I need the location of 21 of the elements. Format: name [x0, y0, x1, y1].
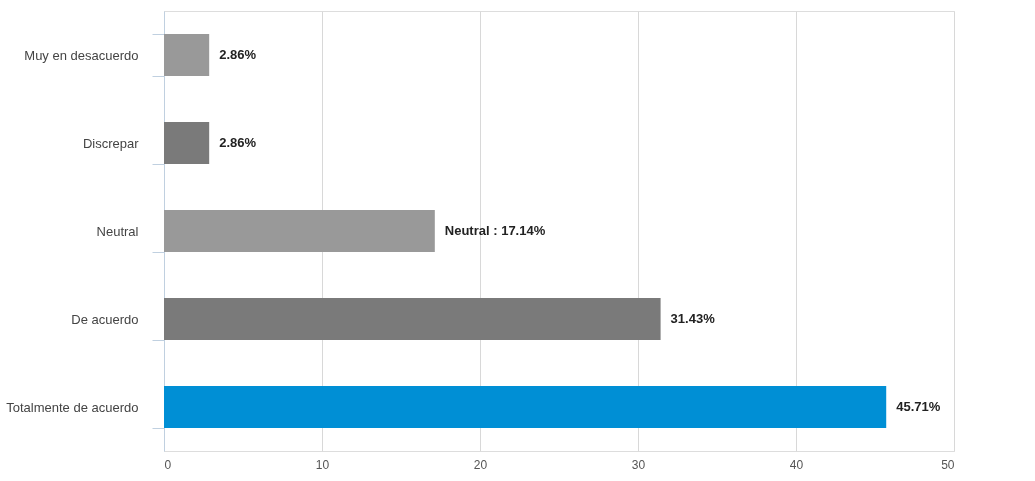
- y-tick-label: Muy en desacuerdo: [24, 47, 139, 63]
- data-label: 45.71%: [896, 399, 941, 414]
- x-tick-label: 50: [941, 457, 955, 472]
- data-label: 2.86%: [219, 47, 257, 62]
- y-tick-label: Totalmente de acuerdo: [6, 399, 139, 415]
- x-tick-label: 40: [789, 457, 804, 472]
- y-tick-label: Discrepar: [82, 135, 140, 151]
- x-tick-label: 30: [631, 457, 646, 472]
- bar: [164, 33, 210, 77]
- bar: [164, 121, 210, 165]
- data-label: Neutral : 17.14%: [444, 223, 546, 238]
- y-tick-label: De acuerdo: [71, 311, 139, 327]
- x-tick-label: 10: [315, 457, 330, 472]
- data-label: 31.43%: [670, 311, 716, 326]
- bar: [164, 297, 661, 341]
- data-label: 2.86%: [219, 135, 257, 150]
- x-tick-label: 0: [164, 457, 172, 472]
- bar: [164, 209, 435, 253]
- x-tick-label: 20: [473, 457, 488, 472]
- bar: [164, 385, 887, 429]
- y-tick-label: Neutral: [96, 223, 139, 239]
